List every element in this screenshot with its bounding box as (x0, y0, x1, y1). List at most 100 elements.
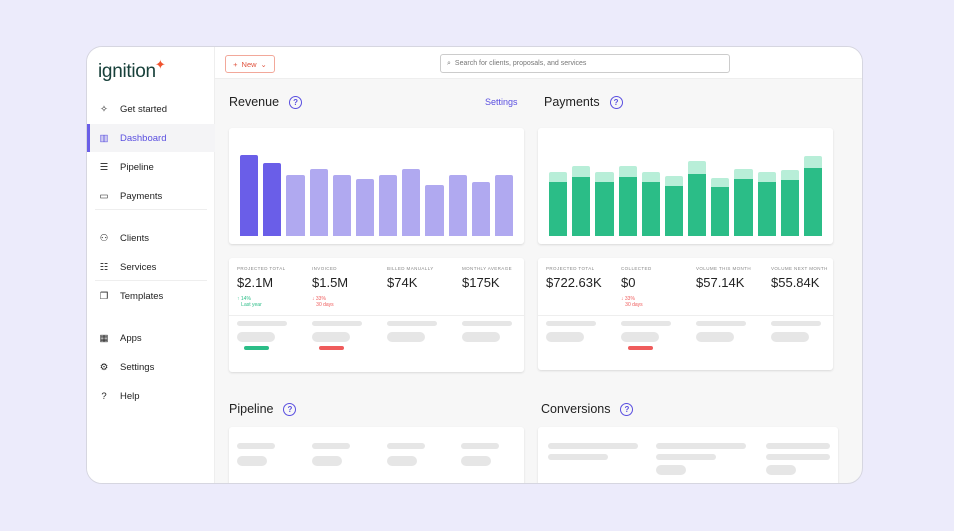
help-icon[interactable]: ? (289, 95, 303, 109)
chevron-down-icon: ⌄ (260, 59, 267, 69)
payments-projected-bar[interactable] (595, 172, 614, 236)
sparkle-icon: ✧ (100, 103, 108, 115)
revenue-bar[interactable] (494, 175, 514, 236)
skeleton (771, 321, 821, 326)
sidebar-item-apps[interactable]: ▦ Apps (87, 324, 215, 352)
skeleton (461, 443, 499, 449)
help-icon: ? (101, 390, 107, 402)
sidebar-item-dashboard[interactable]: ▥ Dashboard (87, 124, 215, 152)
skeleton (312, 456, 342, 466)
skeleton (387, 321, 437, 326)
revenue-bar[interactable] (425, 185, 444, 236)
revenue-bar[interactable] (471, 182, 490, 236)
payments-projected-bar[interactable] (641, 172, 660, 236)
help-icon[interactable]: ? (620, 402, 634, 416)
payments-projected-bar[interactable] (664, 176, 684, 236)
payments-projected-bar[interactable] (688, 161, 707, 236)
skeleton (461, 456, 491, 466)
sidebar-item-services[interactable]: ☷ Services (87, 253, 215, 281)
ignition-logo[interactable]: ignition✦ (98, 57, 166, 82)
payments-actual-bar (688, 174, 707, 236)
revenue-bar[interactable] (263, 163, 282, 236)
revenue-bar[interactable] (379, 175, 398, 236)
divider (95, 280, 207, 281)
skeleton (462, 332, 500, 342)
payments-projected-bar[interactable] (618, 166, 637, 236)
skeleton (237, 443, 275, 449)
skeleton (387, 443, 425, 449)
skeleton (237, 332, 275, 342)
revenue-bar[interactable] (286, 175, 305, 236)
payments-actual-bar (757, 182, 776, 236)
skeleton (621, 332, 659, 342)
revenue-heading: Revenue? (229, 95, 303, 109)
revenue-bar[interactable] (355, 179, 375, 236)
payments-projected-bar[interactable] (757, 172, 776, 236)
skeleton (696, 332, 734, 342)
search-input[interactable]: ⌕ Search for clients, proposals, and serv… (440, 54, 730, 73)
payments-projected-bar[interactable] (711, 178, 730, 236)
skeleton (387, 456, 417, 466)
sidebar-item-templates[interactable]: ❐ Templates (87, 282, 215, 310)
sidebar-item-get-started[interactable]: ✧ Get started (87, 95, 215, 123)
sidebar-item-payments[interactable]: ▭ Payments (87, 182, 215, 210)
gear-icon: ⚙ (99, 361, 109, 373)
skeleton (548, 454, 608, 460)
sidebar-item-pipeline[interactable]: ☰ Pipeline (87, 153, 215, 181)
skeleton (628, 346, 653, 350)
payments-actual-bar (572, 177, 591, 236)
payments-projected-bar[interactable] (549, 172, 568, 236)
skeleton (319, 346, 344, 350)
arrow-down-icon: ↓ (621, 296, 624, 302)
stat-invoiced: Invoiced $1.5M ↓ 33% 30 days (312, 266, 349, 308)
divider (229, 315, 524, 316)
payments-actual-bar (641, 182, 660, 236)
revenue-bar[interactable] (402, 169, 421, 236)
arrow-down-icon: ↓ (312, 296, 315, 302)
skeleton (546, 321, 596, 326)
revenue-bar[interactable] (332, 175, 351, 236)
revenue-bar[interactable] (309, 169, 328, 236)
payments-actual-bar (780, 180, 799, 236)
payments-projected-bar[interactable] (780, 170, 799, 236)
pipeline-heading: Pipeline? (229, 402, 297, 416)
conversions-heading: Conversions? (541, 402, 634, 416)
search-icon: ⌕ (447, 59, 451, 67)
revenue-bar[interactable] (448, 175, 467, 236)
revenue-bar[interactable] (240, 155, 259, 236)
skeleton (766, 443, 830, 449)
divider (95, 209, 207, 210)
card-icon: ▭ (99, 190, 109, 202)
sidebar-item-help[interactable]: ? Help (87, 382, 215, 410)
stat-monthly-average: Monthly average $175K (462, 266, 513, 290)
skeleton (766, 454, 830, 460)
users-icon: ⚇ (99, 232, 109, 244)
sidebar-item-clients[interactable]: ⚇ Clients (87, 224, 215, 252)
payments-projected-bar[interactable] (803, 156, 823, 236)
sidebar-item-settings[interactable]: ⚙ Settings (87, 353, 215, 381)
payments-actual-bar (595, 182, 614, 236)
stat-projected-total: Projected total $722.63K (546, 266, 602, 290)
payments-stats-card: Projected total $722.63K Collected $0 ↓ 33% … (538, 258, 833, 370)
skeleton (244, 346, 269, 350)
skeleton (766, 465, 796, 475)
arrow-up-icon: ↑ (237, 296, 240, 302)
pipeline-card (229, 427, 524, 483)
stat-billed-manually: Billed manually $74K (387, 266, 434, 290)
skeleton (312, 321, 362, 326)
stat-volume-this-month: Volume this month $57.14K (696, 266, 751, 290)
skeleton (548, 443, 638, 449)
help-icon[interactable]: ? (609, 95, 623, 109)
revenue-settings-link[interactable]: Settings (485, 97, 518, 107)
skeleton (462, 321, 512, 326)
conversions-card (538, 427, 838, 483)
skeleton (656, 465, 686, 475)
help-icon[interactable]: ? (283, 402, 297, 416)
grid-icon: ▦ (99, 332, 109, 344)
skeleton (656, 454, 716, 460)
new-button[interactable]: + New ⌄ (225, 55, 275, 73)
revenue-chart (229, 128, 524, 244)
skeleton (237, 456, 267, 466)
payments-projected-bar[interactable] (572, 166, 591, 236)
payments-projected-bar[interactable] (734, 169, 753, 236)
